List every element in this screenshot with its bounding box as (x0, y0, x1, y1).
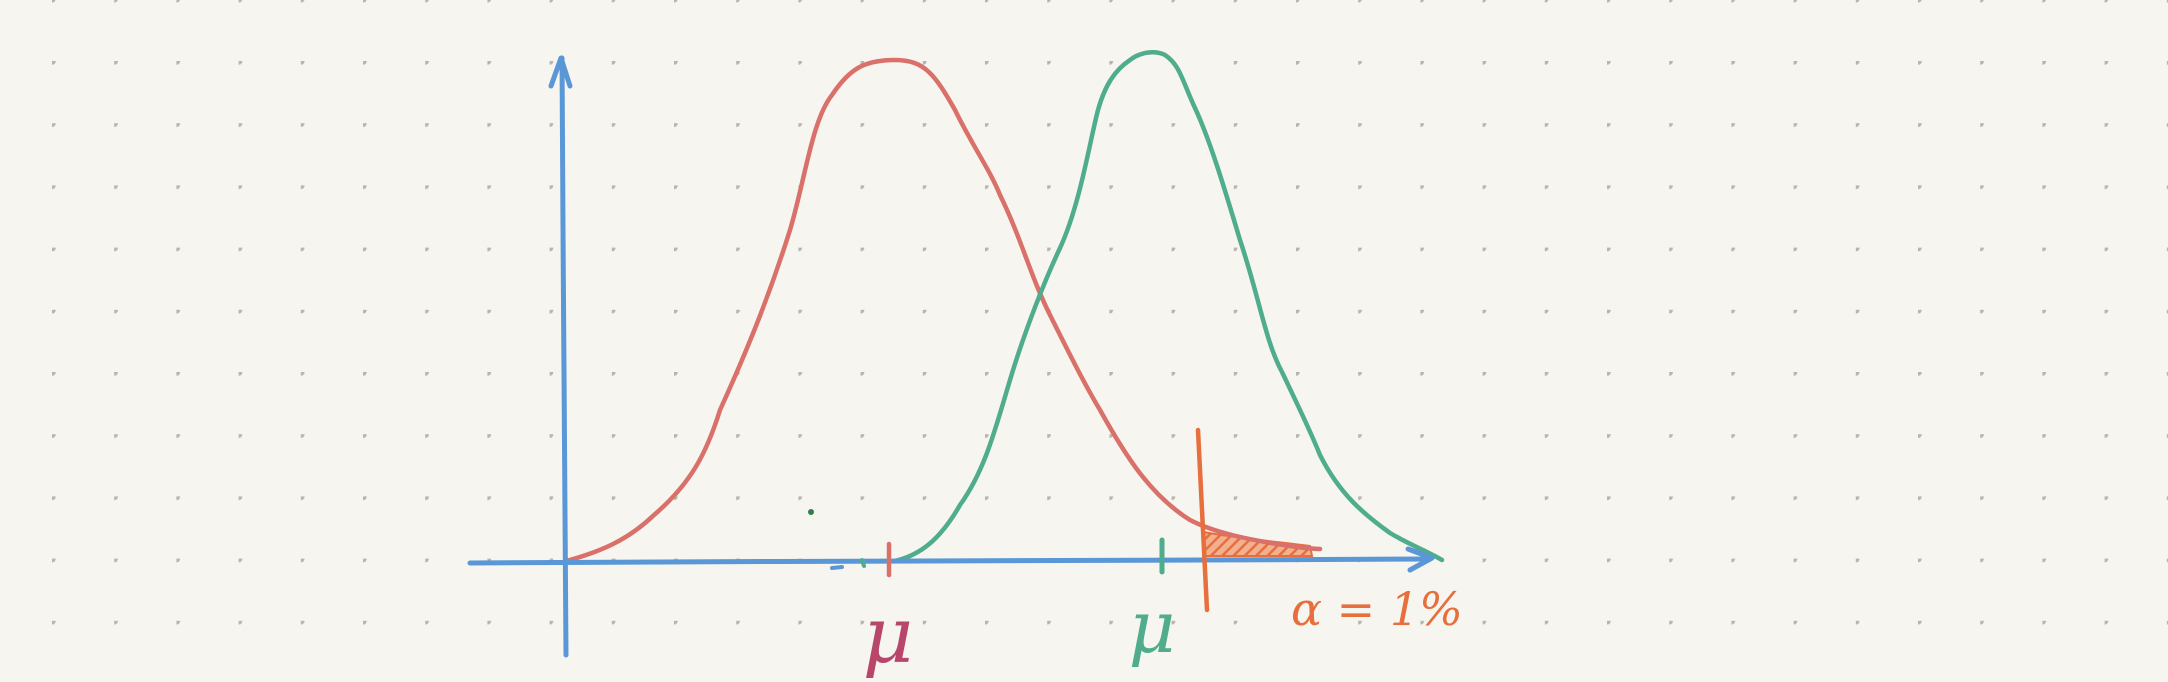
mu-alt-label: μ (1129, 585, 1176, 669)
stray-dot-green (808, 509, 814, 515)
alternative-distribution-curve (892, 50, 1445, 564)
x-axis-arrowhead (1405, 546, 1435, 573)
y-axis-arrowhead (548, 55, 573, 89)
stray-mark-green (860, 558, 866, 568)
mu-null-label: μ (863, 591, 914, 681)
null-distribution-curve (563, 57, 1323, 564)
critical-value-line (1195, 427, 1210, 613)
alpha-label: α = 1% (1291, 582, 1463, 636)
x-axis-line (467, 556, 1433, 566)
stray-mark-blue (830, 565, 844, 570)
y-axis-line (559, 55, 569, 658)
